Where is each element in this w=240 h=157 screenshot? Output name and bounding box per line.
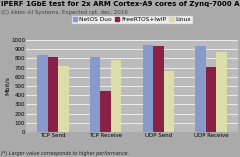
Bar: [206, 67, 216, 132]
Bar: [58, 66, 69, 132]
Bar: [216, 52, 227, 132]
Bar: [111, 60, 121, 132]
Text: (C) Aldec-AI Systems. Expected rpt. dec. 2016: (C) Aldec-AI Systems. Expected rpt. dec.…: [1, 10, 128, 15]
Bar: [153, 46, 164, 132]
Bar: [48, 57, 58, 132]
Y-axis label: Mbit/s: Mbit/s: [5, 76, 10, 95]
Bar: [37, 55, 48, 132]
Bar: [143, 45, 153, 132]
Bar: [90, 57, 100, 132]
Bar: [164, 71, 174, 132]
Bar: [195, 46, 206, 132]
Text: IPERF 1GbE test for 2x ARM Cortex-A9 cores of Zynq-7000 AP SoC of TORNADO-AZ/FMC: IPERF 1GbE test for 2x ARM Cortex-A9 cor…: [1, 1, 240, 7]
Bar: [100, 91, 111, 132]
Legend: NetOS Duo, FreeRTOS+lwIP, Linux: NetOS Duo, FreeRTOS+lwIP, Linux: [71, 15, 193, 24]
Text: (*) Larger value corresponds to higher performance.: (*) Larger value corresponds to higher p…: [1, 151, 129, 156]
